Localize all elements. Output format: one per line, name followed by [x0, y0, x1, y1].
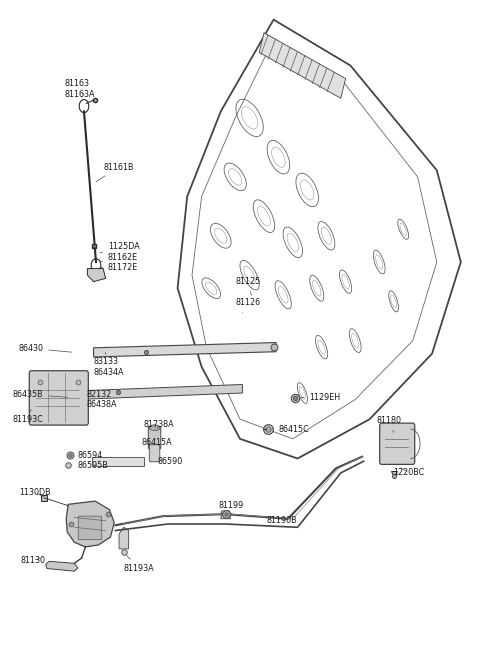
FancyBboxPatch shape [149, 445, 160, 462]
Text: 81193A: 81193A [124, 555, 155, 573]
Polygon shape [87, 269, 106, 282]
Text: 81172E: 81172E [100, 263, 138, 272]
Text: 81126: 81126 [235, 298, 260, 312]
Polygon shape [74, 384, 242, 400]
Text: 83133: 83133 [94, 352, 119, 366]
Text: 81190B: 81190B [266, 516, 297, 525]
Text: 81161B: 81161B [96, 162, 134, 182]
Polygon shape [46, 561, 78, 571]
Text: 86438A: 86438A [86, 400, 117, 409]
FancyBboxPatch shape [148, 426, 161, 449]
Polygon shape [221, 511, 230, 519]
Text: 86430: 86430 [18, 344, 72, 353]
Text: 1220BC: 1220BC [394, 468, 425, 477]
Polygon shape [259, 33, 346, 98]
Text: 86415A: 86415A [142, 438, 172, 447]
Text: 81193C: 81193C [13, 409, 44, 424]
Text: 81130: 81130 [20, 555, 45, 565]
FancyBboxPatch shape [29, 371, 88, 425]
Text: 81180: 81180 [377, 416, 402, 432]
Text: 86594: 86594 [72, 451, 103, 460]
Text: 81125: 81125 [235, 277, 261, 295]
Text: 86435B: 86435B [13, 390, 68, 399]
Polygon shape [94, 343, 276, 357]
Text: 81162E: 81162E [100, 253, 138, 262]
Text: 86415C: 86415C [273, 424, 309, 434]
Text: 1130DB: 1130DB [19, 488, 51, 497]
Text: 86590: 86590 [152, 457, 183, 466]
Text: 81163A: 81163A [65, 90, 96, 100]
Text: 81199: 81199 [218, 501, 244, 514]
Ellipse shape [149, 425, 160, 430]
Text: 86434A: 86434A [94, 360, 124, 377]
Polygon shape [119, 527, 129, 549]
FancyBboxPatch shape [78, 516, 102, 540]
Text: 1125DA: 1125DA [100, 242, 140, 253]
Text: 81163: 81163 [65, 79, 90, 95]
FancyBboxPatch shape [380, 423, 415, 464]
Text: 82132: 82132 [86, 390, 112, 399]
Text: 1129EH: 1129EH [301, 393, 341, 402]
Polygon shape [66, 501, 114, 547]
Text: 86595B: 86595B [72, 460, 108, 470]
Polygon shape [92, 457, 144, 466]
Text: 81738A: 81738A [144, 420, 175, 429]
